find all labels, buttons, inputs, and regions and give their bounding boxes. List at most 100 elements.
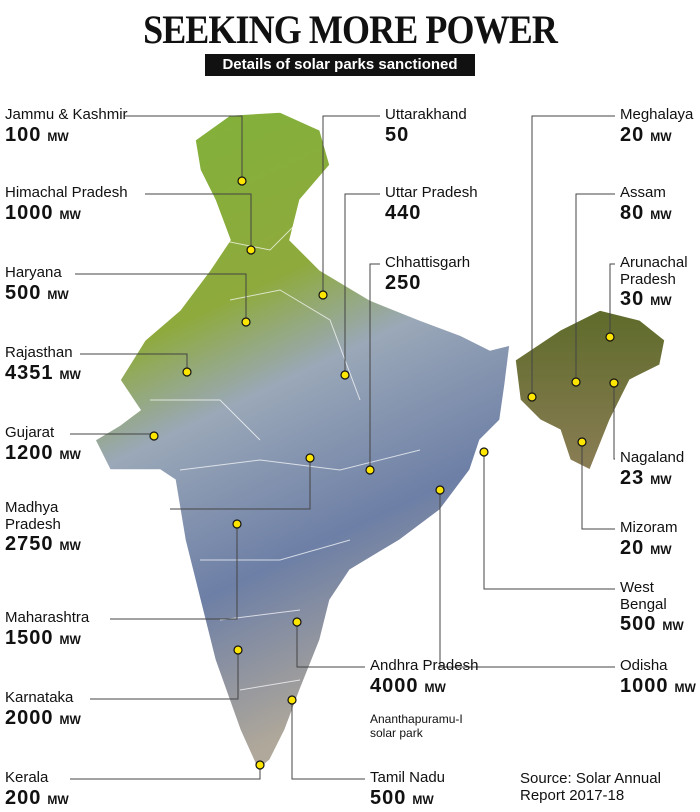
value-line: 23 MW — [620, 467, 700, 489]
state-name: Uttar Pradesh — [385, 184, 478, 201]
state-value: 20 — [620, 123, 645, 146]
unit: MW — [59, 539, 81, 553]
state-name: Odisha — [620, 657, 668, 674]
state-name: Chhattisgarh — [385, 254, 471, 271]
state-dot — [255, 760, 265, 770]
state-label: Haryana 500 MW — [5, 264, 175, 303]
unit: MW — [650, 129, 672, 144]
unit: MW — [662, 619, 684, 633]
state-label: Arunachal Pradesh 30 MW — [620, 254, 700, 310]
unit: MW — [650, 472, 672, 487]
leader-line — [322, 115, 380, 295]
state-name: Kerala — [5, 769, 49, 786]
state-name: Meghalaya — [620, 106, 694, 123]
leader-line — [531, 115, 615, 397]
state-name: Tamil Nadu — [370, 769, 446, 786]
leader-line — [145, 193, 252, 250]
state-label: Himachal Pradesh 1000 MW — [5, 184, 175, 224]
state-name: Mizoram — [620, 519, 678, 536]
state-label: Odisha 1000 MW — [620, 657, 700, 696]
state-dot — [340, 370, 350, 380]
state-value: 100 — [5, 123, 42, 146]
leader-line — [110, 524, 238, 620]
state-label: Assam 80 MW — [620, 184, 700, 224]
unit: MW — [59, 632, 81, 647]
state-value: 2000 — [5, 706, 54, 729]
state-dot — [237, 176, 247, 186]
state-value: 50 — [385, 123, 410, 146]
unit: MW — [47, 792, 69, 807]
state-name: Gujarat — [5, 424, 55, 441]
value-line: 250 — [385, 272, 535, 294]
unit: MW — [59, 712, 81, 727]
unit: MW — [59, 447, 81, 462]
unit: MW — [59, 207, 81, 222]
state-label: Mizoram 20 MW — [620, 519, 700, 559]
state-value: 4000 — [370, 674, 419, 697]
state-dot — [305, 453, 315, 463]
leader-line — [125, 115, 243, 181]
state-dot — [479, 447, 489, 457]
leader-line — [609, 263, 615, 337]
state-label: Tamil Nadu 500 MW — [370, 769, 520, 808]
state-label: Rajasthan 4351 MW — [5, 344, 175, 383]
state-name: Maharashtra — [5, 609, 90, 626]
state-value: 30 — [620, 288, 645, 310]
value-line: 200 MW — [5, 787, 175, 809]
title: SEEKING MORE POWER — [143, 7, 558, 52]
state-name: Jammu & Kashmir — [5, 106, 128, 123]
state-value: 80 — [620, 201, 645, 224]
state-dot — [149, 431, 159, 441]
value-line: 440 — [385, 202, 535, 224]
state-dot — [435, 485, 445, 495]
state-name: Nagaland — [620, 449, 685, 466]
value-line: 20 MW — [620, 124, 700, 146]
value-line: 2750 MW — [5, 533, 115, 555]
leader-line — [291, 700, 365, 780]
state-label: Madhya Pradesh 2750 MW — [5, 499, 115, 555]
state-dot — [287, 695, 297, 705]
state-dot — [365, 465, 375, 475]
state-label: Jammu & Kashmir 100 MW — [5, 106, 175, 146]
state-name: Andhra Pradesh — [370, 657, 479, 674]
state-dot — [241, 317, 251, 327]
state-dot — [318, 290, 328, 300]
state-label: Chhattisgarh 250 — [385, 254, 535, 294]
value-line: 1000 MW — [5, 202, 175, 224]
unit: MW — [674, 680, 696, 695]
state-value: 440 — [385, 201, 422, 224]
state-value: 1000 — [5, 201, 54, 224]
state-value: 23 — [620, 466, 645, 489]
leader-line — [70, 765, 261, 780]
state-dot — [605, 332, 615, 342]
state-value: 1200 — [5, 441, 54, 464]
state-dot — [292, 617, 302, 627]
state-dot — [577, 437, 587, 447]
source: Source: Solar Annual Report 2017-18 — [520, 770, 661, 805]
unit: MW — [59, 367, 81, 382]
state-dot — [571, 377, 581, 387]
state-label: Nagaland 23 MW — [620, 449, 700, 489]
state-dot — [233, 645, 243, 655]
state-value: 2750 — [5, 533, 54, 555]
value-line: 20 MW — [620, 537, 700, 559]
leader-line — [613, 383, 615, 460]
state-label: Andhra Pradesh 4000 MW — [370, 657, 490, 697]
state-name: Karnataka — [5, 689, 74, 706]
india-outline — [94, 111, 511, 772]
leader-line — [439, 490, 615, 668]
state-name: Himachal Pradesh — [5, 184, 128, 201]
value-line: 500 MW — [620, 613, 700, 635]
state-label: Meghalaya 20 MW — [620, 106, 700, 146]
state-value: 1500 — [5, 626, 54, 649]
value-line: 4000 MW — [370, 675, 490, 697]
state-value: 500 — [620, 613, 657, 635]
state-value: 250 — [385, 271, 422, 294]
unit: MW — [47, 287, 69, 302]
leader-line — [344, 193, 380, 375]
northeast-outline — [514, 309, 666, 472]
state-name: Rajasthan — [5, 344, 73, 361]
state-name: Assam — [620, 184, 666, 201]
leader-line — [483, 452, 615, 590]
